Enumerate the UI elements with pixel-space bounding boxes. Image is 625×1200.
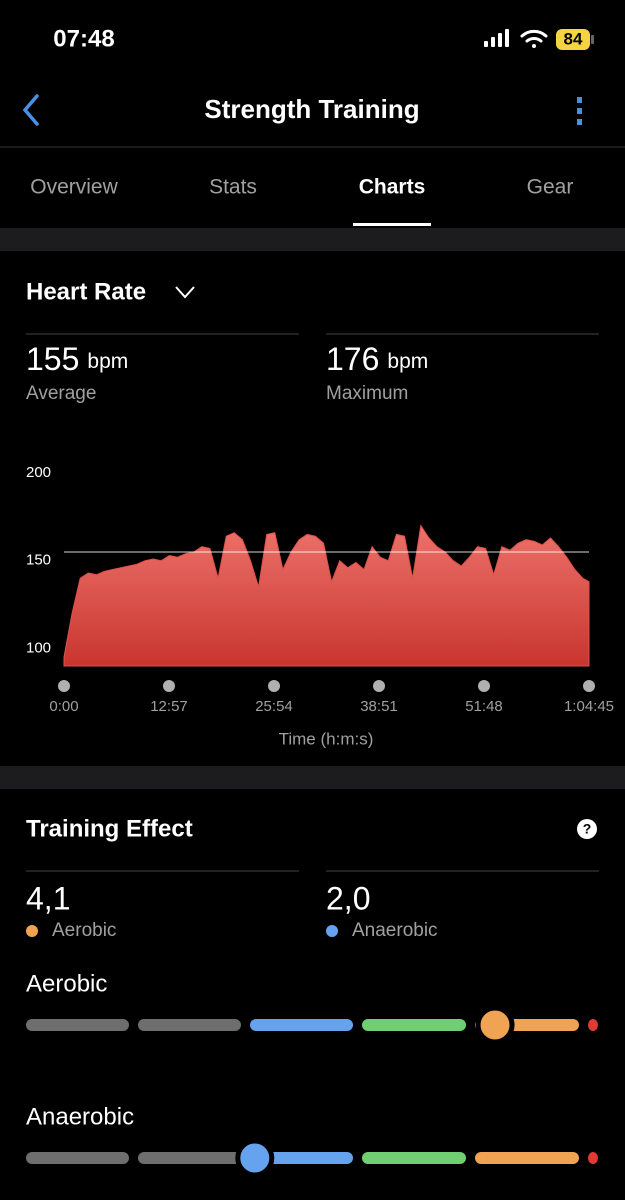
x-tick-label: 0:00 <box>49 698 78 715</box>
x-tick-dot <box>58 680 70 692</box>
legend-dot <box>26 925 38 937</box>
y-tick-label: 100 <box>26 639 51 656</box>
back-button[interactable] <box>22 94 39 126</box>
x-tick-label: 51:48 <box>465 698 503 715</box>
legend-dot <box>326 925 338 937</box>
area <box>63 524 590 667</box>
stat-number: 176 <box>326 341 379 377</box>
stat-number: 2,0 <box>326 880 370 916</box>
menu-button[interactable] <box>577 97 582 125</box>
tab[interactable]: Gear <box>527 176 574 199</box>
battery-tip <box>591 35 594 44</box>
gauge <box>26 1138 598 1178</box>
gauge <box>26 1005 598 1045</box>
y-tick-label: 200 <box>26 464 51 481</box>
stat-unit: bpm <box>87 350 128 373</box>
gauge-marker <box>235 1138 275 1178</box>
tab-active[interactable]: Charts <box>359 176 426 199</box>
gauge-segment <box>475 1152 579 1164</box>
y-tick-label: 150 <box>26 552 51 569</box>
gauge-segment <box>26 1152 129 1164</box>
section-gap <box>0 228 625 251</box>
gauge-segment <box>588 1019 598 1031</box>
heart-rate-chart: 100 150 200 0:00 12:57 25:54 38:51 51:48 1:04:45 <box>26 464 614 715</box>
stat-label: Aerobic <box>52 920 116 941</box>
x-tick-dot <box>583 680 595 692</box>
x-tick-label: 12:57 <box>150 698 188 715</box>
tab-indicator <box>353 223 431 226</box>
gauge-title: Anaerobic <box>26 1103 134 1130</box>
gauge-segment <box>250 1152 353 1164</box>
stat-value: 155 bpm <box>26 341 128 377</box>
help-button[interactable] <box>577 819 597 839</box>
gauge-segment <box>138 1019 241 1031</box>
x-tick-label: 38:51 <box>360 698 398 715</box>
section-title[interactable]: Heart Rate <box>26 278 146 305</box>
gauge-segment <box>588 1152 598 1164</box>
status-time: 07:48 <box>53 25 114 52</box>
section-gap <box>0 766 625 789</box>
stat-label: Average <box>26 383 96 404</box>
signal-icon <box>484 29 509 47</box>
stat-value: 176 bpm <box>326 341 428 377</box>
section-title: Training Effect <box>26 815 193 842</box>
x-tick-dot <box>268 680 280 692</box>
tab[interactable]: Stats <box>209 176 257 199</box>
stat-label: Anaerobic <box>352 920 438 941</box>
stat-number: 155 <box>26 341 79 377</box>
gauge-segment <box>362 1152 466 1164</box>
gauge-segment <box>362 1019 466 1031</box>
dropdown-icon[interactable] <box>175 286 195 299</box>
x-tick-label: 1:04:45 <box>564 698 614 715</box>
help-icon[interactable]: ? <box>583 821 592 837</box>
x-tick-dot <box>163 680 175 692</box>
x-tick-dot <box>478 680 490 692</box>
stat-label: Maximum <box>326 383 408 404</box>
x-axis-label: Time (h:m:s) <box>279 729 374 748</box>
gauge-segment <box>138 1152 241 1164</box>
stat-number: 4,1 <box>26 880 70 916</box>
gauge-segment <box>250 1019 353 1031</box>
tab[interactable]: Overview <box>30 176 118 199</box>
gauge-title: Aerobic <box>26 970 107 997</box>
x-tick-label: 25:54 <box>255 698 293 715</box>
gauge-segment <box>26 1019 129 1031</box>
x-tick-dot <box>373 680 385 692</box>
battery-icon <box>556 29 590 50</box>
battery-level: 84 <box>564 29 583 48</box>
nav-title: Strength Training <box>204 94 419 124</box>
stat-unit: bpm <box>387 350 428 373</box>
wifi-icon <box>520 29 548 48</box>
gauge-marker <box>475 1005 515 1045</box>
